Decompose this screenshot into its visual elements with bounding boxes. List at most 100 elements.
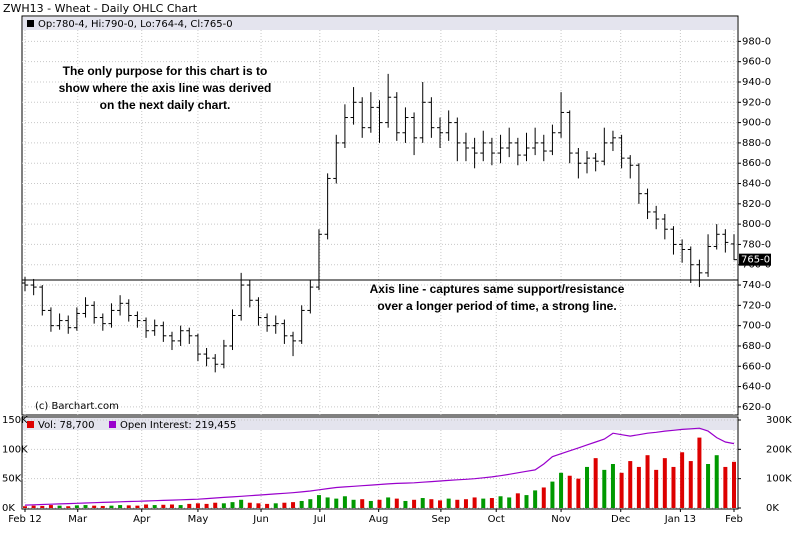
volume-bar [360,499,365,508]
volume-bar [213,502,218,508]
y2-tick-label: 200K [766,444,792,455]
volume-bar [92,505,97,508]
x-tick-label: Jul [313,514,326,525]
y-tick-label: 660-0 [742,361,771,372]
volume-bar [118,505,123,508]
volume-bar [351,499,356,508]
volume-bar [265,503,270,508]
volume-bar [247,502,252,508]
volume-bar [161,504,166,508]
volume-bar [732,461,736,508]
volume-bar [619,472,624,508]
y-tick-label: 640-0 [742,382,771,393]
y2-tick-label: 300K [766,415,792,426]
annotation: The only purpose for this chart is to [63,64,268,78]
volume-bar [498,496,503,508]
last-price-label: 765-0 [741,255,770,266]
volume-bar [429,499,434,508]
volume-bar [559,472,564,508]
volume-bar [507,497,512,508]
volume-bar [135,505,140,508]
x-tick-label: Aug [369,514,389,525]
annotation: Axis line - captures same support/resist… [370,282,625,296]
y-tick-label: 620-0 [742,402,771,413]
x-tick-label: Apr [133,514,151,525]
volume-bar [541,487,546,508]
y-tick-label: 50K [2,474,22,485]
legend-label: Vol: 78,700 [38,420,95,431]
volume-bar [377,499,382,508]
chart-title: ZWH13 - Wheat - Daily OHLC Chart [3,2,198,15]
x-tick-label: Oct [488,514,505,525]
volume-bar [515,493,520,508]
y-tick-label: 860-0 [742,158,771,169]
volume-bar [394,498,399,508]
volume-bar [567,475,572,508]
volume-bar [533,490,538,508]
volume-bar [239,499,244,508]
info-swatch [27,20,34,27]
y-tick-label: 0K [2,503,15,514]
legend-swatch [27,421,34,428]
volume-bar [412,499,417,508]
volume-bar [550,481,555,508]
volume-bar [308,499,313,508]
y-tick-label: 960-0 [742,57,771,68]
y-tick-label: 900-0 [742,118,771,129]
volume-band [23,418,737,430]
x-tick-label: May [188,514,209,525]
annotation: show where the axis line was derived [59,81,272,95]
volume-bar [697,437,702,508]
volume-bar [299,500,304,508]
y-tick-label: 150K [2,415,28,426]
volume-bar [109,505,114,508]
volume-bar [420,498,425,508]
volume-bar [472,497,477,508]
y-tick-label: 700-0 [742,321,771,332]
volume-bar [662,458,667,508]
volume-bar [221,503,226,508]
legend-label: Open Interest: 219,455 [120,420,236,431]
volume-bar [654,469,659,508]
volume-bar [144,504,149,508]
volume-bar [636,466,641,508]
volume-bar [714,455,719,508]
volume-bar [463,499,468,508]
volume-bar [126,505,131,508]
annotation: on the next daily chart. [100,98,231,112]
volume-bar [40,505,45,508]
open-interest-line [24,427,735,506]
volume-bar [195,503,200,508]
volume-bar [446,498,451,508]
x-tick-label: Nov [551,514,571,525]
volume-bar [83,505,88,508]
volume-bar [256,503,261,508]
volume-bar [204,503,209,508]
volume-bar [334,498,339,508]
volume-bar [386,497,391,508]
volume-bar [23,506,27,508]
y-tick-label: 680-0 [742,341,771,352]
y-tick-label: 720-0 [742,300,771,311]
volume-bar [671,466,676,508]
volume-bar [593,458,598,508]
y-tick-label: 800-0 [742,219,771,230]
y2-tick-label: 0K [766,503,779,514]
volume-bar [169,504,174,508]
volume-bar [403,500,408,508]
volume-bar [291,502,296,508]
volume-bar [230,502,235,508]
volume-bar [455,499,460,508]
volume-bar [610,464,615,508]
volume-bar [342,496,347,508]
annotation: over a longer period of time, a strong l… [377,299,616,313]
y-tick-label: 740-0 [742,280,771,291]
y-tick-label: 880-0 [742,138,771,149]
y-tick-label: 840-0 [742,179,771,190]
volume-bar [585,466,590,508]
y2-tick-label: 100K [766,474,792,485]
volume-bar [680,452,685,508]
volume-bar [152,505,157,508]
x-tick-label: Feb 12 [8,514,42,525]
